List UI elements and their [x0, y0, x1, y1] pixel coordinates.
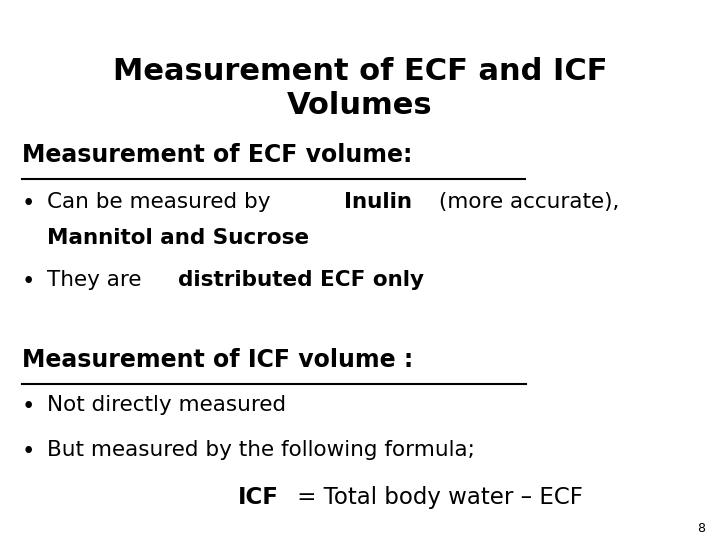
Text: = Total body water – ECF: = Total body water – ECF [290, 486, 583, 509]
Text: •: • [22, 440, 35, 463]
Text: •: • [22, 192, 35, 215]
Text: Not directly measured: Not directly measured [47, 395, 286, 415]
Text: (more accurate),: (more accurate), [432, 192, 619, 212]
Text: Measurement of ICF volume :: Measurement of ICF volume : [22, 348, 413, 372]
Text: Inulin: Inulin [344, 192, 412, 212]
Text: 8: 8 [698, 522, 706, 535]
Text: •: • [22, 395, 35, 418]
Text: Measurement of ECF volume:: Measurement of ECF volume: [22, 143, 412, 167]
Text: ICF: ICF [238, 486, 279, 509]
Text: Measurement of ECF and ICF
Volumes: Measurement of ECF and ICF Volumes [113, 57, 607, 120]
Text: Can be measured by: Can be measured by [47, 192, 277, 212]
Text: Mannitol and Sucrose: Mannitol and Sucrose [47, 228, 309, 248]
Text: •: • [22, 270, 35, 293]
Text: distributed ECF only: distributed ECF only [178, 270, 423, 290]
Text: They are: They are [47, 270, 148, 290]
Text: But measured by the following formula;: But measured by the following formula; [47, 440, 474, 460]
